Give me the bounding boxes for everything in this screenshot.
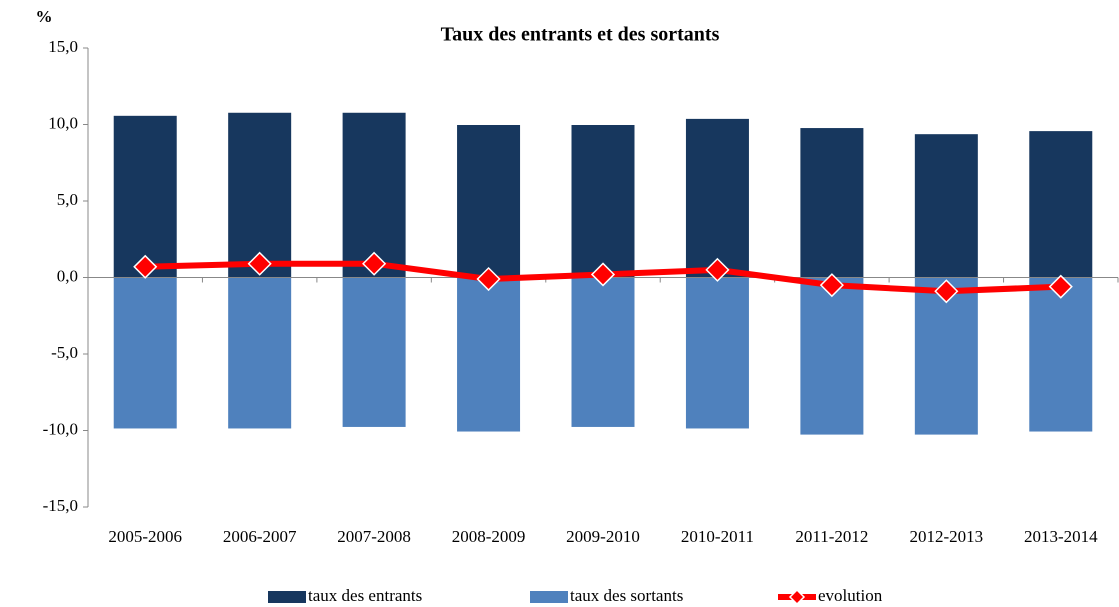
bar [1028,277,1094,433]
marker [133,254,158,279]
legend-marker [788,588,806,606]
legend-swatch [530,591,568,603]
x-tick-label: 2010-2011 [681,527,754,546]
bar [799,127,865,278]
bar [227,277,293,430]
x-tick-label: 2006-2007 [223,527,297,546]
marker [590,262,616,287]
legend-swatch [268,591,306,603]
y-tick-label: 0,0 [57,266,78,285]
marker [476,266,501,292]
bar [570,277,636,428]
marker [247,251,272,276]
bar [799,277,865,436]
bar [456,124,522,278]
marker [362,251,387,276]
bar [913,277,979,436]
bar [913,133,979,278]
y-tick-label: 5,0 [57,190,78,209]
marker [934,279,959,304]
x-tick-label: 2008-2009 [452,527,526,546]
legend-label: evolution [818,586,883,605]
bar [570,124,636,278]
x-tick-label: 2013-2014 [1024,527,1098,546]
marker [1048,274,1073,299]
x-tick-label: 2012-2013 [909,527,983,546]
y-tick-label: 15,0 [48,37,78,56]
x-tick-label: 2011-2012 [795,527,868,546]
bar [112,277,178,430]
bar [684,117,750,278]
legend-label: taux des entrants [308,586,422,605]
x-tick-label: 2009-2010 [566,527,640,546]
bar [341,277,407,428]
y-tick-label: -5,0 [51,343,78,362]
bar [341,111,407,279]
y-axis-label: % [36,7,53,26]
legend-label: taux des sortants [570,586,683,605]
bar [456,277,522,433]
bar [112,114,178,278]
y-tick-label: 10,0 [48,113,78,132]
bar [1028,130,1094,278]
x-tick-label: 2007-2008 [337,527,411,546]
marker [819,273,844,298]
marker [705,257,730,282]
bar [684,277,750,430]
y-tick-label: -15,0 [43,496,78,515]
x-tick-label: 2005-2006 [108,527,182,546]
chart-title: Taux des entrants et des sortants [441,24,720,46]
y-tick-label: -10,0 [43,419,78,438]
